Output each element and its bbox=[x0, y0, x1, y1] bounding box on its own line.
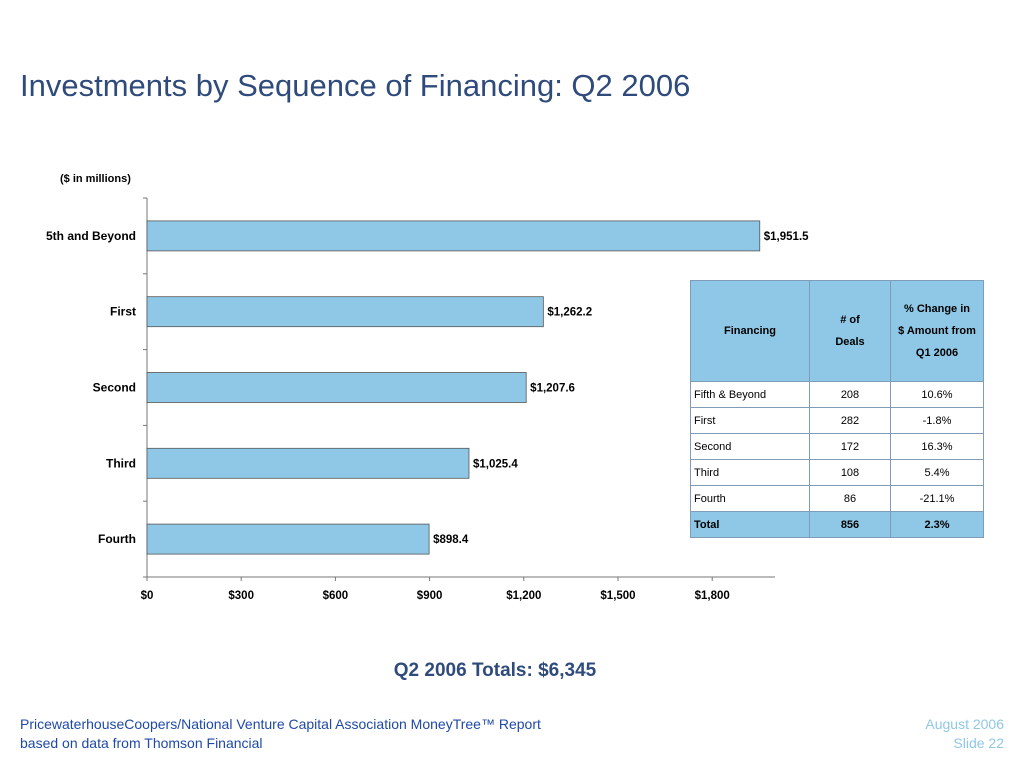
cell-deals: 108 bbox=[809, 459, 891, 486]
header-pct-line: % Change in bbox=[903, 303, 970, 315]
cell-pct-change: -21.1% bbox=[890, 485, 984, 512]
table-row: Third 108 5.4% bbox=[690, 459, 984, 486]
category-label: First bbox=[110, 305, 136, 319]
cell-financing: Second bbox=[690, 433, 810, 460]
units-note: ($ in millions) bbox=[60, 173, 131, 185]
x-tick-label: $0 bbox=[141, 590, 154, 602]
bar bbox=[146, 523, 430, 555]
cell-financing: Third bbox=[690, 459, 810, 486]
value-label: $1,262.2 bbox=[547, 307, 592, 319]
bar bbox=[146, 296, 544, 328]
table-row: First 282 -1.8% bbox=[690, 407, 984, 434]
footer-source-line: based on data from Thomson Financial bbox=[20, 735, 263, 751]
table-row: Fifth & Beyond 208 10.6% bbox=[690, 381, 984, 408]
cell-deals: 282 bbox=[809, 407, 891, 434]
bar bbox=[146, 220, 761, 252]
x-tick-label: $900 bbox=[417, 590, 443, 602]
header-pct-change: % Change in $ Amount from Q1 2006 bbox=[890, 280, 984, 382]
table-row: Fourth 86 -21.1% bbox=[690, 485, 984, 512]
header-financing-text: Financing bbox=[724, 325, 776, 337]
table-total-row: Total 856 2.3% bbox=[690, 511, 984, 538]
value-label: $1,951.5 bbox=[764, 231, 809, 243]
footer-date: August 2006 bbox=[925, 716, 1004, 732]
x-tick-label: $1,800 bbox=[695, 590, 730, 602]
x-tick-label: $300 bbox=[228, 590, 254, 602]
category-label: Second bbox=[93, 381, 136, 395]
footer-slide-info: August 2006 Slide 22 bbox=[925, 715, 1004, 753]
bar bbox=[146, 372, 527, 403]
category-label: 5th and Beyond bbox=[46, 229, 136, 243]
category-label: Third bbox=[106, 456, 136, 470]
cell-deals: 86 bbox=[809, 485, 891, 512]
value-label: $1,025.4 bbox=[473, 458, 518, 470]
cell-financing: Fourth bbox=[690, 485, 810, 512]
value-label: $898.4 bbox=[433, 534, 469, 546]
x-tick-label: $1,500 bbox=[600, 590, 635, 602]
x-tick-label: $600 bbox=[323, 590, 349, 602]
financing-table: Financing # of Deals % Change in $ Amoun… bbox=[690, 280, 984, 538]
header-deals-line: # of bbox=[840, 314, 860, 326]
cell-pct-change: 5.4% bbox=[890, 459, 984, 486]
footer-slide-number: Slide 22 bbox=[953, 735, 1004, 751]
header-deals: # of Deals bbox=[809, 280, 891, 382]
cell-total-label: Total bbox=[690, 511, 810, 538]
header-financing: Financing bbox=[690, 280, 810, 382]
category-label: Fourth bbox=[98, 532, 136, 546]
cell-pct-change: 10.6% bbox=[890, 381, 984, 408]
slide-title: Investments by Sequence of Financing: Q2… bbox=[20, 68, 691, 103]
cell-total-deals: 856 bbox=[809, 511, 891, 538]
cell-deals: 172 bbox=[809, 433, 891, 460]
cell-pct-change: -1.8% bbox=[890, 407, 984, 434]
header-pct-line: $ Amount from bbox=[898, 325, 976, 337]
table-row: Second 172 16.3% bbox=[690, 433, 984, 460]
footer-source-line: PricewaterhouseCoopers/National Venture … bbox=[20, 716, 541, 732]
header-pct-line: Q1 2006 bbox=[915, 347, 959, 359]
cell-financing: Fifth & Beyond bbox=[690, 381, 810, 408]
footer-source: PricewaterhouseCoopers/National Venture … bbox=[20, 715, 541, 753]
header-deals-line: Deals bbox=[835, 336, 865, 348]
cell-deals: 208 bbox=[809, 381, 891, 408]
cell-financing: First bbox=[690, 407, 810, 434]
q2-totals: Q2 2006 Totals: $6,345 bbox=[393, 660, 597, 681]
cell-pct-change: 16.3% bbox=[890, 433, 984, 460]
value-label: $1,207.6 bbox=[530, 383, 575, 395]
table-header-row: Financing # of Deals % Change in $ Amoun… bbox=[690, 280, 984, 382]
cell-total-pct: 2.3% bbox=[890, 511, 984, 538]
bar bbox=[146, 447, 470, 479]
x-tick-label: $1,200 bbox=[506, 590, 541, 602]
